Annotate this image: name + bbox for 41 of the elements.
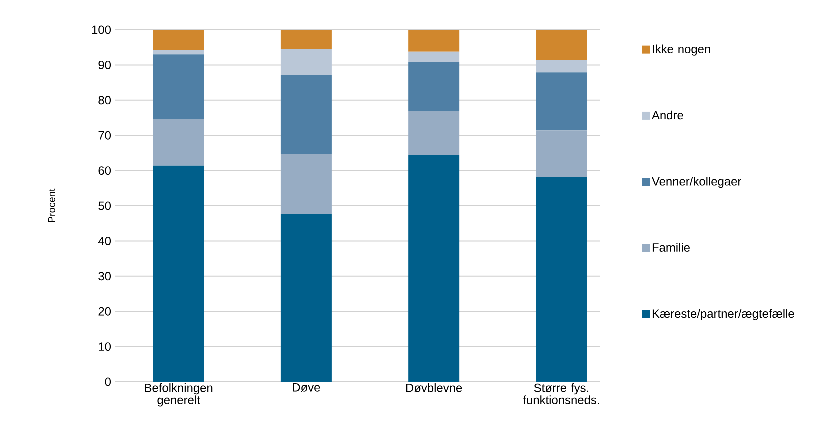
y-tick-label: 40: [98, 236, 112, 246]
bar: [153, 30, 204, 50]
bar: [536, 72, 588, 131]
y-tick-label: 80: [98, 96, 112, 105]
y-tick-label: 90: [98, 60, 112, 70]
bar: [153, 54, 204, 120]
y-tick-label: 60: [98, 166, 112, 176]
bar: [536, 130, 588, 178]
y-tick-label: 0: [105, 378, 112, 386]
legend-label: Venner/kollegaer: [652, 177, 742, 188]
bar: [280, 154, 332, 214]
bar: [280, 75, 332, 154]
y-tick-label: 30: [98, 272, 112, 281]
bar: [280, 30, 332, 50]
bar: [408, 30, 460, 52]
bar: [153, 119, 204, 166]
x-tick-label: Befolkningen generelt: [145, 384, 213, 407]
y-tick-label: 10: [99, 342, 112, 352]
bar: [536, 30, 588, 60]
bar: [153, 50, 204, 55]
y-tick-label: 50: [98, 202, 112, 210]
bar: [536, 177, 588, 382]
legend-label: Familie: [652, 243, 690, 252]
y-tick-label: 100: [92, 26, 112, 34]
bar: [408, 52, 460, 62]
y-tick-label: 20: [98, 307, 112, 316]
bar: [280, 49, 332, 76]
bar: [408, 154, 460, 382]
bar: [408, 62, 460, 111]
legend-label: Kæreste/partner/ægtefælle: [652, 309, 794, 320]
x-tick-label: Større fys. funktionsneds.: [523, 384, 600, 404]
x-tick-label: Døve: [293, 384, 320, 392]
y-axis-title: Procent: [48, 188, 56, 222]
legend-label: Ikke nogen: [653, 44, 710, 56]
y-tick-label: 70: [98, 131, 112, 140]
bar: [408, 110, 460, 155]
legend-label: Andre: [652, 110, 684, 120]
bar: [280, 214, 332, 382]
x-tick-label: Døvblevne: [406, 384, 462, 392]
bar: [536, 60, 588, 73]
bar: [153, 166, 204, 382]
